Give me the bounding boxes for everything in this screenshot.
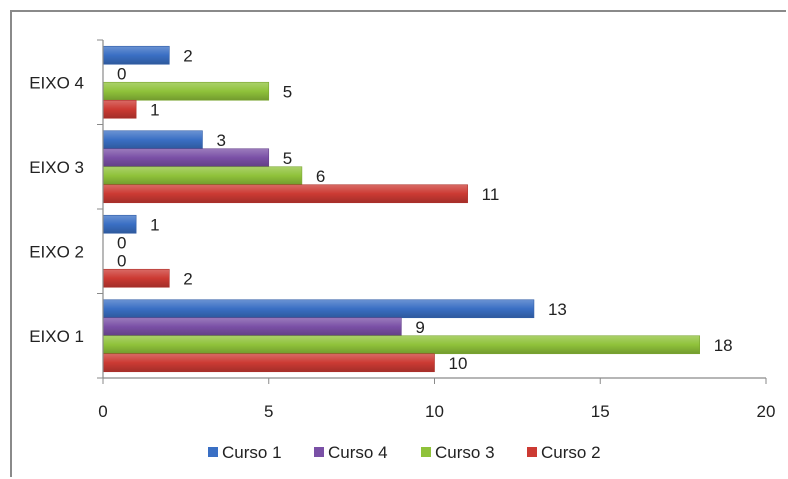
legend-swatch bbox=[527, 447, 537, 457]
data-label: 5 bbox=[283, 149, 292, 168]
x-tick-label: 0 bbox=[98, 402, 107, 421]
x-tick-label: 10 bbox=[425, 402, 444, 421]
bar-eixo-1-curso-1 bbox=[102, 299, 535, 319]
data-label: 1 bbox=[150, 100, 159, 119]
data-label: 10 bbox=[449, 354, 468, 373]
bar-eixo-4-curso-2 bbox=[102, 99, 137, 119]
legend-swatch bbox=[208, 447, 218, 457]
data-label: 13 bbox=[548, 300, 567, 319]
data-label: 3 bbox=[216, 131, 225, 150]
bar-eixo-3-curso-2 bbox=[102, 184, 468, 204]
bars-group bbox=[102, 45, 701, 373]
data-label: 9 bbox=[415, 318, 424, 337]
data-label: 0 bbox=[117, 233, 126, 252]
bar-eixo-3-curso-1 bbox=[102, 130, 203, 150]
data-label: 0 bbox=[117, 64, 126, 83]
category-label: EIXO 3 bbox=[29, 158, 84, 177]
bar-eixo-1-curso-2 bbox=[102, 353, 435, 373]
x-tick-label: 15 bbox=[591, 402, 610, 421]
data-label: 6 bbox=[316, 167, 325, 186]
bar-eixo-3-curso-4 bbox=[102, 148, 270, 168]
bar-eixo-1-curso-4 bbox=[102, 317, 402, 337]
legend-swatch bbox=[421, 447, 431, 457]
x-tick-label: 20 bbox=[757, 402, 776, 421]
category-label: EIXO 1 bbox=[29, 327, 84, 346]
bar-eixo-2-curso-1 bbox=[102, 214, 137, 234]
data-label: 18 bbox=[714, 336, 733, 355]
data-label: 2 bbox=[183, 269, 192, 288]
category-label: EIXO 2 bbox=[29, 242, 84, 261]
legend-label: Curso 2 bbox=[541, 443, 601, 462]
bar-eixo-3-curso-3 bbox=[102, 166, 303, 186]
bar-eixo-2-curso-2 bbox=[102, 268, 170, 288]
data-label: 5 bbox=[283, 82, 292, 101]
legend-swatch bbox=[314, 447, 324, 457]
legend-label: Curso 1 bbox=[222, 443, 282, 462]
bar-eixo-1-curso-3 bbox=[102, 335, 701, 355]
bar-eixo-4-curso-3 bbox=[102, 81, 270, 101]
data-label: 0 bbox=[117, 251, 126, 270]
legend: Curso 1 Curso 4 Curso 3 Curso 2 bbox=[208, 443, 601, 462]
bar-eixo-4-curso-1 bbox=[102, 45, 170, 65]
data-label: 11 bbox=[482, 185, 500, 204]
legend-label: Curso 4 bbox=[328, 443, 388, 462]
data-label: 1 bbox=[150, 215, 159, 234]
chart-frame bbox=[10, 10, 786, 477]
data-label: 2 bbox=[183, 46, 192, 65]
x-tick-label: 5 bbox=[264, 402, 273, 421]
category-label: EIXO 4 bbox=[29, 73, 84, 92]
legend-label: Curso 3 bbox=[435, 443, 495, 462]
